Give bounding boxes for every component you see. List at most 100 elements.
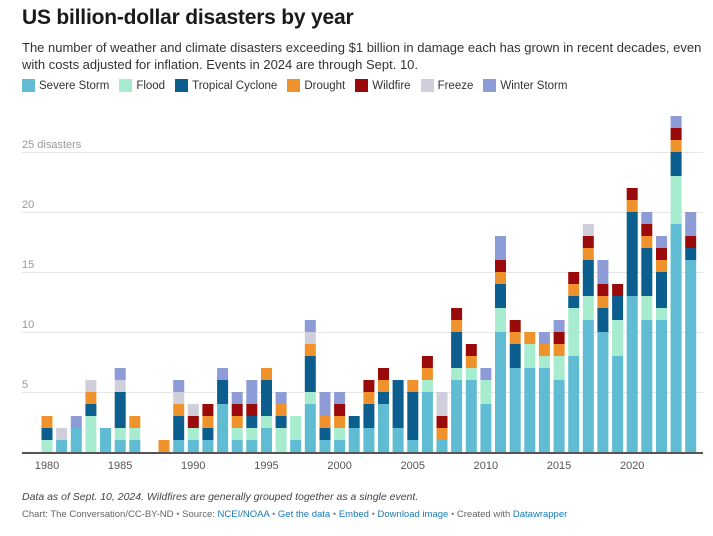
bar-segment-tropical-cyclone-1991[interactable] [202, 428, 214, 440]
bar-segment-wildfire-2022[interactable] [656, 248, 667, 260]
bar-segment-severe-storm-1986[interactable] [129, 440, 141, 452]
bar-segment-wildfire-2009[interactable] [465, 344, 477, 356]
bar-segment-severe-storm-2004[interactable] [392, 428, 404, 452]
bar-segment-flood-2015[interactable] [553, 356, 565, 380]
bar-segment-severe-storm-1994[interactable] [246, 440, 258, 452]
bar-segment-drought-1996[interactable] [275, 404, 287, 416]
bar-segment-freeze-1983[interactable] [85, 380, 97, 392]
bar-segment-severe-storm-2013[interactable] [524, 368, 536, 452]
bar-segment-winter-storm-1992[interactable] [217, 368, 229, 380]
bar-segment-drought-2021[interactable] [641, 236, 653, 248]
bar-segment-severe-storm-2000[interactable] [334, 440, 346, 452]
bar-segment-drought-1989[interactable] [173, 404, 185, 416]
bar-segment-tropical-cyclone-2001[interactable] [348, 416, 360, 428]
bar-segment-flood-2019[interactable] [612, 320, 624, 356]
bar-segment-tropical-cyclone-2002[interactable] [363, 404, 375, 428]
bar-segment-tropical-cyclone-1995[interactable] [261, 380, 272, 416]
bar-segment-tropical-cyclone-2018[interactable] [597, 308, 609, 332]
bar-segment-severe-storm-2010[interactable] [480, 404, 492, 452]
bar-segment-drought-2020[interactable] [626, 200, 638, 212]
bar-segment-tropical-cyclone-1998[interactable] [304, 356, 316, 392]
bar-segment-drought-2012[interactable] [509, 332, 521, 344]
bar-segment-wildfire-2021[interactable] [641, 224, 653, 236]
bar-segment-winter-storm-1998[interactable] [304, 320, 316, 332]
bar-segment-severe-storm-2021[interactable] [641, 320, 653, 452]
bar-segment-tropical-cyclone-2004[interactable] [392, 380, 404, 428]
bar-segment-severe-storm-1982[interactable] [70, 428, 82, 452]
bar-segment-winter-storm-2018[interactable] [597, 260, 609, 284]
embed-link[interactable]: Embed [338, 509, 369, 520]
bar-segment-severe-storm-2001[interactable] [348, 428, 360, 452]
bar-segment-tropical-cyclone-2023[interactable] [670, 152, 682, 176]
bar-segment-drought-2008[interactable] [451, 320, 463, 332]
bar-segment-tropical-cyclone-1994[interactable] [246, 416, 258, 428]
bar-segment-flood-1985[interactable] [114, 428, 126, 440]
bar-segment-winter-storm-2010[interactable] [480, 368, 492, 380]
bar-segment-tropical-cyclone-1996[interactable] [275, 416, 287, 428]
bar-segment-drought-1995[interactable] [261, 368, 272, 380]
bar-segment-wildfire-2002[interactable] [363, 380, 375, 392]
bar-segment-wildfire-1994[interactable] [246, 404, 258, 416]
bar-segment-severe-storm-1981[interactable] [56, 440, 68, 452]
source-link[interactable]: NCEI/NOAA [217, 509, 270, 520]
bar-segment-wildfire-1990[interactable] [187, 416, 199, 428]
bar-segment-freeze-1985[interactable] [114, 380, 126, 392]
bar-segment-severe-storm-2012[interactable] [509, 368, 521, 452]
bar-segment-flood-2016[interactable] [568, 308, 580, 356]
bar-segment-wildfire-2017[interactable] [582, 236, 594, 248]
bar-segment-tropical-cyclone-2008[interactable] [451, 332, 463, 368]
bar-segment-flood-1986[interactable] [129, 428, 141, 440]
bar-segment-tropical-cyclone-2005[interactable] [407, 392, 419, 440]
bar-segment-winter-storm-2022[interactable] [656, 236, 667, 248]
bar-segment-tropical-cyclone-2022[interactable] [656, 272, 667, 308]
bar-segment-freeze-1990[interactable] [187, 404, 199, 416]
bar-segment-freeze-2007[interactable] [436, 392, 448, 416]
bar-segment-drought-1991[interactable] [202, 416, 214, 428]
bar-segment-severe-storm-1998[interactable] [304, 404, 316, 452]
bar-segment-drought-2006[interactable] [421, 368, 433, 380]
bar-segment-wildfire-2007[interactable] [436, 416, 448, 428]
bar-segment-severe-storm-2005[interactable] [407, 440, 419, 452]
bar-segment-flood-2014[interactable] [538, 356, 550, 368]
bar-segment-wildfire-2019[interactable] [612, 284, 624, 296]
bar-segment-winter-storm-2021[interactable] [641, 212, 653, 224]
bar-segment-drought-2015[interactable] [553, 344, 565, 356]
bar-segment-winter-storm-2023[interactable] [670, 116, 682, 128]
bar-segment-wildfire-1991[interactable] [202, 404, 214, 416]
bar-segment-severe-storm-2007[interactable] [436, 440, 448, 452]
bar-segment-tropical-cyclone-1992[interactable] [217, 380, 229, 404]
bar-segment-winter-storm-1994[interactable] [246, 380, 258, 404]
bar-segment-flood-1997[interactable] [290, 416, 302, 440]
bar-segment-severe-storm-1985[interactable] [114, 440, 126, 452]
bar-segment-severe-storm-1992[interactable] [217, 404, 229, 452]
bar-segment-winter-storm-2011[interactable] [495, 236, 506, 260]
bar-segment-flood-1990[interactable] [187, 428, 199, 440]
bar-segment-tropical-cyclone-1999[interactable] [319, 428, 331, 440]
bar-segment-wildfire-2018[interactable] [597, 284, 609, 296]
bar-segment-drought-1980[interactable] [41, 416, 53, 428]
bar-segment-flood-2017[interactable] [582, 296, 594, 320]
bar-segment-severe-storm-2008[interactable] [451, 380, 463, 452]
bar-segment-severe-storm-2017[interactable] [582, 320, 594, 452]
bar-segment-severe-storm-2019[interactable] [612, 356, 624, 452]
bar-segment-severe-storm-1991[interactable] [202, 440, 214, 452]
bar-segment-drought-2003[interactable] [378, 380, 389, 392]
bar-segment-wildfire-2012[interactable] [509, 320, 521, 332]
bar-segment-flood-1996[interactable] [275, 428, 287, 452]
bar-segment-flood-2022[interactable] [656, 308, 667, 320]
bar-segment-drought-2007[interactable] [436, 428, 448, 440]
bar-segment-wildfire-2006[interactable] [421, 356, 433, 368]
bar-segment-wildfire-2003[interactable] [378, 368, 389, 380]
bar-segment-flood-1994[interactable] [246, 428, 258, 440]
bar-segment-wildfire-2015[interactable] [553, 332, 565, 344]
bar-segment-winter-storm-1999[interactable] [319, 392, 331, 416]
bar-segment-severe-storm-2023[interactable] [670, 224, 682, 452]
bar-segment-tropical-cyclone-1989[interactable] [173, 416, 185, 440]
bar-segment-drought-2022[interactable] [656, 260, 667, 272]
bar-segment-winter-storm-1989[interactable] [173, 380, 185, 392]
bar-segment-flood-2013[interactable] [524, 344, 536, 368]
bar-segment-severe-storm-1999[interactable] [319, 440, 331, 452]
bar-segment-winter-storm-1982[interactable] [70, 416, 82, 428]
bar-segment-tropical-cyclone-2020[interactable] [626, 212, 638, 296]
bar-segment-drought-2000[interactable] [334, 416, 346, 428]
